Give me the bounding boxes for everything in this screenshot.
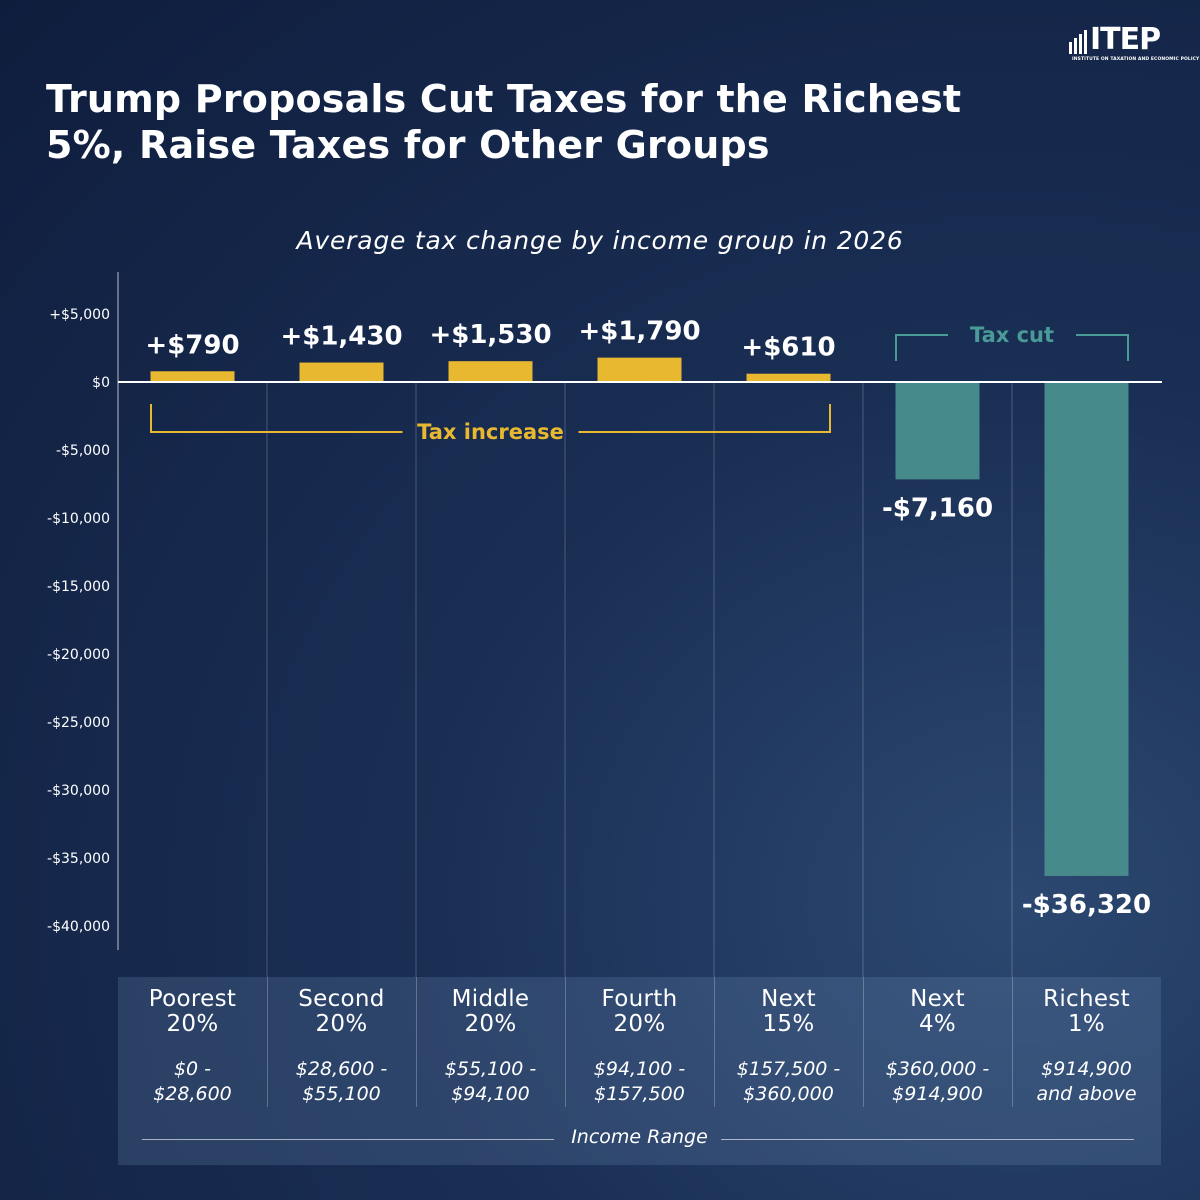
value-label-2: +$1,530 (429, 320, 551, 350)
chart-title: Trump Proposals Cut Taxes for the Riches… (46, 77, 962, 167)
y-tick-label: +$5,000 (49, 307, 110, 323)
y-tick-label: -$15,000 (47, 579, 110, 595)
category-income-range: $94,100 - $157,500 (593, 1058, 686, 1105)
category-5: Next 4% $360,000 - $914,900 (863, 987, 1012, 1107)
y-tick-label: -$10,000 (47, 511, 110, 527)
chart-subtitle: Average tax change by income group in 20… (296, 226, 904, 255)
category-income-range: $360,000 - $914,900 (885, 1058, 990, 1105)
income-range-rule-left (142, 1139, 554, 1140)
category-3: Fourth 20% $94,100 - $157,500 (565, 987, 714, 1107)
category-name: Next 4% (910, 986, 965, 1037)
value-label-4: +$610 (741, 333, 835, 363)
category-name: Next 15% (761, 986, 816, 1037)
category-2: Middle 20% $55,100 - $94,100 (416, 987, 565, 1107)
value-label-1: +$1,430 (280, 322, 402, 352)
panel-column-divider (267, 977, 268, 1107)
income-range-rule-right (721, 1139, 1134, 1140)
category-4: Next 15% $157,500 - $360,000 (714, 987, 863, 1107)
bar-3 (597, 357, 682, 382)
category-income-range: $914,900 and above (1036, 1058, 1137, 1105)
value-label-6: -$36,320 (1022, 890, 1151, 920)
category-6: Richest 1% $914,900 and above (1012, 987, 1161, 1107)
panel-column-divider (714, 977, 715, 1107)
category-name: Second 20% (298, 986, 385, 1037)
category-name: Fourth 20% (601, 986, 678, 1037)
logo-tagline: INSTITUTE ON TAXATION AND ECONOMIC POLIC… (1072, 57, 1200, 62)
itep-logo: ITEP INSTITUTE ON TAXATION AND ECONOMIC … (1068, 22, 1199, 64)
value-label-3: +$1,790 (578, 317, 700, 347)
tax-increase-label: Tax increase (417, 420, 564, 444)
bar-1 (299, 362, 384, 382)
category-income-range: $157,500 - $360,000 (736, 1058, 841, 1105)
bar-5 (895, 382, 980, 480)
y-tick-label: -$20,000 (47, 647, 110, 663)
category-income-range: $28,600 - $55,100 (295, 1058, 388, 1105)
category-income-range: $0 - $28,600 (153, 1058, 232, 1105)
bar-6 (1044, 382, 1129, 876)
panel-column-divider (416, 977, 417, 1107)
y-tick-label: -$40,000 (47, 919, 110, 935)
value-label-5: -$7,160 (882, 493, 993, 523)
panel-column-divider (1012, 977, 1013, 1107)
category-name: Richest 1% (1043, 986, 1130, 1037)
x-axis-label: Income Range (571, 1126, 708, 1148)
logo-wordmark: ITEP (1090, 22, 1161, 57)
logo-bars-icon (1069, 30, 1087, 54)
category-panel: Income Range Poorest 20% $0 - $28,600 Seco… (118, 977, 1161, 1165)
category-name: Middle 20% (451, 986, 530, 1037)
category-1: Second 20% $28,600 - $55,100 (267, 987, 416, 1107)
category-0: Poorest 20% $0 - $28,600 (118, 987, 267, 1107)
y-tick-label: -$35,000 (47, 851, 110, 867)
category-name: Poorest 20% (148, 986, 237, 1037)
y-tick-label: -$5,000 (56, 443, 110, 459)
tax-increase-bracket (150, 404, 831, 433)
y-tick-label: $0 (92, 375, 110, 391)
y-tick-label: -$25,000 (47, 715, 110, 731)
tax-cut-bracket (895, 334, 1129, 361)
bar-4 (746, 373, 831, 382)
bar-2 (448, 361, 533, 382)
panel-column-divider (565, 977, 566, 1107)
y-tick-label: -$30,000 (47, 783, 110, 799)
tax-cut-label: Tax cut (970, 323, 1054, 347)
value-label-0: +$790 (145, 330, 239, 360)
bar-0 (150, 371, 235, 382)
category-income-range: $55,100 - $94,100 (444, 1058, 537, 1105)
panel-column-divider (863, 977, 864, 1107)
